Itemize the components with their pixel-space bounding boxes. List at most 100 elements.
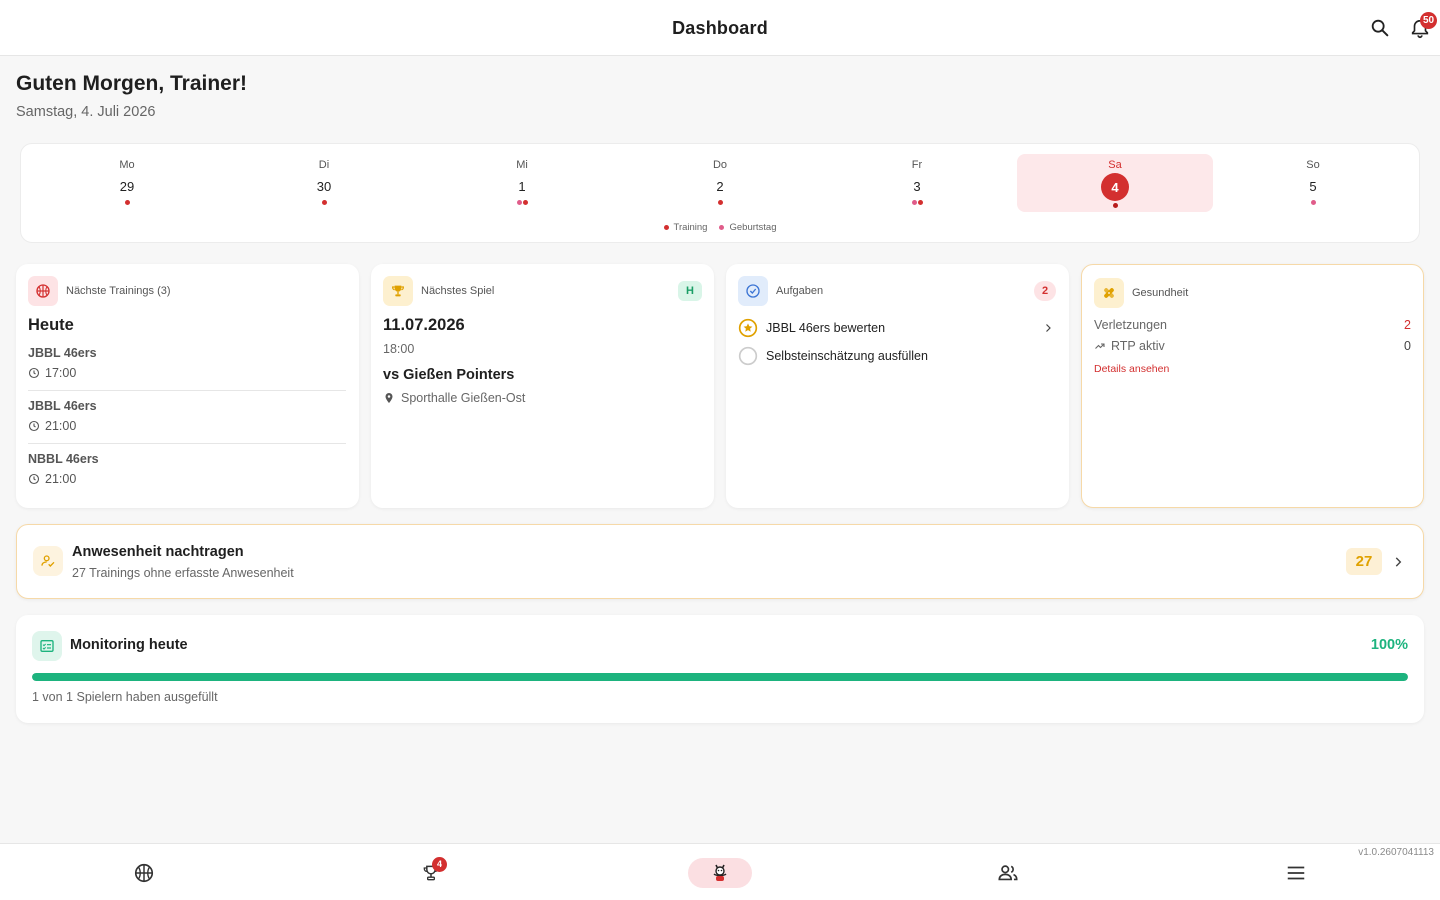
- divider: [28, 443, 346, 444]
- health-details-link[interactable]: Details ansehen: [1094, 363, 1170, 375]
- search-icon: [1371, 19, 1389, 37]
- clock-icon: [28, 473, 40, 485]
- chevron-right-icon: [1046, 324, 1051, 332]
- attendance-subtitle: 27 Trainings ohne erfasste Anwesenheit: [72, 566, 294, 580]
- health-card[interactable]: Gesundheit Verletzungen 2 RTP aktiv 0 De…: [1081, 264, 1424, 508]
- greeting-date: Samstag, 4. Juli 2026: [16, 104, 156, 120]
- task-text: JBBL 46ers bewerten: [766, 321, 886, 335]
- game-label: Nächstes Spiel: [421, 285, 495, 297]
- attendance-banner[interactable]: Anwesenheit nachtragen 27 Trainings ohne…: [16, 524, 1424, 599]
- day-mi[interactable]: Mi 1: [424, 154, 620, 212]
- notifications-badge: 50: [1420, 12, 1438, 29]
- day-number: 29: [119, 179, 135, 194]
- next-trainings-card[interactable]: Nächste Trainings (3) Heute JBBL 46ers 1…: [16, 264, 359, 508]
- monitoring-card[interactable]: Monitoring heute 100% 1 von 1 Spielern h…: [16, 615, 1424, 723]
- tasks-card[interactable]: Aufgaben 2 JBBL 46ers bewerten Selbstein…: [726, 264, 1069, 508]
- trainings-label: Nächste Trainings (3): [66, 285, 171, 297]
- game-venue-row: Sporthalle Gießen-Ost: [383, 391, 525, 405]
- nav-trainings[interactable]: [112, 858, 176, 888]
- search-button[interactable]: [1368, 16, 1392, 40]
- tasks-chip: [738, 276, 768, 306]
- training-time: 21:00: [45, 419, 77, 433]
- injuries-value: 2: [1404, 318, 1411, 332]
- training-dot: [717, 200, 723, 205]
- training-item[interactable]: JBBL 46ers 17:00: [28, 346, 346, 380]
- day-name: Do: [712, 159, 728, 171]
- birthday-dot: [719, 225, 725, 230]
- birthday-dot: [516, 200, 522, 205]
- monitoring-progress-track: [32, 673, 1408, 681]
- team-logo-icon: [713, 864, 727, 881]
- nav-team[interactable]: [976, 858, 1040, 888]
- training-dot: [663, 225, 669, 230]
- day-name: So: [1306, 159, 1320, 171]
- home-badge: H: [678, 281, 702, 301]
- game-date: 11.07.2026: [383, 316, 465, 334]
- health-label: Gesundheit: [1132, 287, 1189, 299]
- training-team: NBBL 46ers: [28, 452, 99, 466]
- day-do[interactable]: Do 2: [622, 154, 818, 212]
- chevron-right-icon: [1395, 557, 1402, 567]
- tasks-label: Aufgaben: [776, 285, 824, 297]
- calendar-legend: Training Geburtstag: [21, 222, 1419, 233]
- task-text: Selbsteinschätzung ausfüllen: [766, 349, 928, 363]
- monitoring-subtitle: 1 von 1 Spielern haben ausgefüllt: [32, 690, 218, 704]
- day-name: Sa: [1108, 159, 1122, 171]
- top-app-bar: Dashboard 50: [0, 0, 1440, 56]
- training-dot: [1112, 203, 1118, 208]
- training-item[interactable]: JBBL 46ers 21:00: [28, 399, 346, 433]
- basketball-icon: [134, 863, 154, 883]
- injuries-label: Verletzungen: [1094, 318, 1167, 332]
- birthday-dot: [1310, 200, 1316, 205]
- check-circle-icon: [746, 284, 760, 298]
- training-team: JBBL 46ers: [28, 399, 97, 413]
- health-chip: [1094, 278, 1124, 308]
- clock-icon: [28, 367, 40, 379]
- greeting-title: Guten Morgen, Trainer!: [16, 72, 248, 95]
- day-name: Mo: [119, 159, 135, 171]
- day-number: 4: [1101, 173, 1129, 201]
- nav-games[interactable]: [399, 858, 463, 888]
- legend-birthday: Geburtstag: [729, 222, 777, 233]
- day-fr[interactable]: Fr 3: [819, 154, 1015, 212]
- bandage-icon: [1104, 288, 1114, 298]
- attendance-chip: [33, 546, 63, 576]
- training-dot: [321, 200, 327, 205]
- day-number: 3: [913, 179, 921, 194]
- day-so[interactable]: So 5: [1215, 154, 1411, 212]
- day-mo[interactable]: Mo 29: [29, 154, 225, 212]
- games-badge: 4: [432, 857, 447, 872]
- person-check-icon: [41, 555, 55, 567]
- nav-menu[interactable]: [1264, 858, 1328, 888]
- week-calendar: Mo 29 Di 30 Mi 1 Do 2 Fr 3 Sa 4 So 5 Tra…: [20, 143, 1420, 243]
- day-sa-selected[interactable]: Sa 4: [1017, 154, 1213, 212]
- monitoring-percent: 100%: [1370, 637, 1408, 653]
- day-number: 1: [518, 179, 526, 194]
- attendance-count-badge: 27: [1346, 548, 1382, 575]
- day-name: Fr: [911, 159, 923, 171]
- empty-circle-icon: [738, 346, 758, 366]
- birthday-dot: [911, 200, 917, 205]
- next-game-card[interactable]: Nächstes Spiel H 11.07.2026 18:00 vs Gie…: [371, 264, 714, 508]
- task-item[interactable]: Selbsteinschätzung ausfüllen: [738, 346, 928, 366]
- star-circle-icon: [738, 318, 758, 338]
- training-dot: [917, 200, 923, 205]
- nav-dashboard[interactable]: [688, 858, 752, 888]
- task-item[interactable]: JBBL 46ers bewerten: [738, 318, 1058, 338]
- training-dot: [522, 200, 528, 205]
- monitoring-progress-fill: [32, 673, 1408, 681]
- rtp-row: RTP aktiv: [1094, 339, 1165, 353]
- game-time: 18:00: [383, 342, 415, 356]
- divider: [28, 390, 346, 391]
- game-venue: Sporthalle Gießen-Ost: [401, 391, 526, 405]
- day-name: Mi: [516, 159, 528, 171]
- rtp-label: RTP aktiv: [1111, 339, 1165, 353]
- day-di[interactable]: Di 30: [226, 154, 422, 212]
- page-title: Dashboard: [672, 18, 768, 38]
- clock-icon: [28, 420, 40, 432]
- location-pin-icon: [385, 393, 393, 403]
- training-item[interactable]: NBBL 46ers 21:00: [28, 452, 346, 486]
- day-number: 2: [716, 179, 724, 194]
- rtp-value: 0: [1404, 339, 1411, 353]
- training-dot: [124, 200, 130, 205]
